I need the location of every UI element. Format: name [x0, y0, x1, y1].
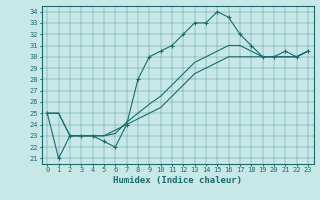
X-axis label: Humidex (Indice chaleur): Humidex (Indice chaleur) — [113, 176, 242, 185]
